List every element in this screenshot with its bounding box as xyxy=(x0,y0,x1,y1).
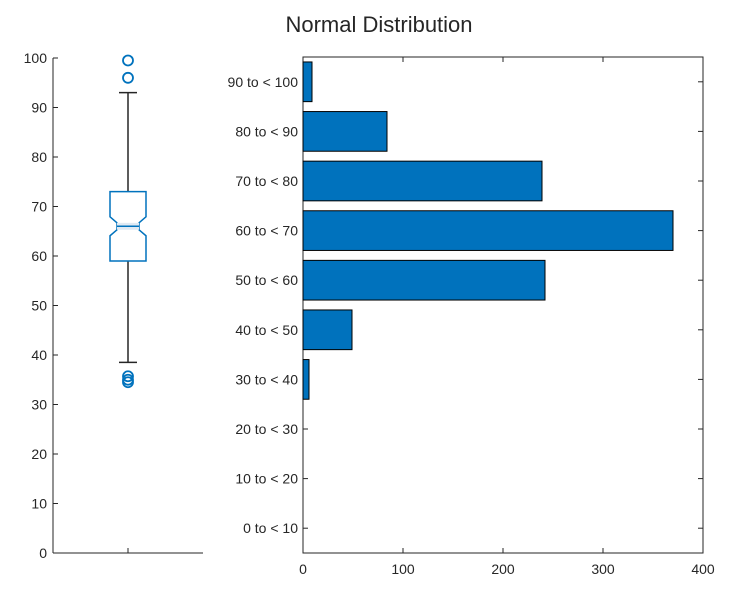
bar-category-label: 0 to < 10 xyxy=(243,520,298,536)
box-y-tick-label: 80 xyxy=(31,149,47,165)
box-y-tick-label: 70 xyxy=(31,199,47,215)
bar-x-tick-label: 0 xyxy=(299,561,307,577)
box-y-tick-label: 50 xyxy=(31,298,47,314)
bar-category-label: 30 to < 40 xyxy=(235,371,298,387)
bar-category-label: 40 to < 50 xyxy=(235,322,298,338)
bar-category-label: 10 to < 20 xyxy=(235,471,298,487)
bar-category-label: 60 to < 70 xyxy=(235,223,298,239)
bar xyxy=(302,111,388,152)
bar xyxy=(302,210,674,251)
box-y-tick-label: 90 xyxy=(31,100,47,116)
bar xyxy=(302,160,543,202)
bar-category-label: 90 to < 100 xyxy=(228,74,299,90)
bar-x-tick-label: 400 xyxy=(691,561,715,577)
bar-category-label: 70 to < 80 xyxy=(235,173,298,189)
outlier-point xyxy=(122,54,134,67)
box-y-tick-label: 10 xyxy=(31,496,47,512)
bar-x-tick-label: 200 xyxy=(491,561,515,577)
bar-x-tick-label: 100 xyxy=(391,561,415,577)
chart-title: Normal Distribution xyxy=(285,12,472,37)
box-y-tick-label: 30 xyxy=(31,397,47,413)
outlier-point xyxy=(122,376,134,389)
box-plot-panel: 0 10 20 30 40 50 60 70 80 90 100 xyxy=(24,50,203,561)
bar xyxy=(302,309,353,351)
box-y-tick-label: 40 xyxy=(31,347,47,363)
bar xyxy=(302,61,313,103)
bar-category-label: 50 to < 60 xyxy=(235,272,298,288)
bar-category-label: 80 to < 90 xyxy=(235,123,298,139)
bar xyxy=(302,259,546,301)
box-y-tick-label: 60 xyxy=(31,248,47,264)
bar-category-label: 20 to < 30 xyxy=(235,421,298,437)
box-y-tick-label: 100 xyxy=(24,50,48,66)
box-y-tick-label: 0 xyxy=(39,545,47,561)
bar-x-tick-label: 300 xyxy=(591,561,615,577)
box-y-tick-label: 20 xyxy=(31,446,47,462)
outlier-point xyxy=(122,370,134,383)
bar-chart-panel: 0 100 200 300 400 0 to < 10 10 to < 20 20 to < … xyxy=(228,56,715,577)
outlier-point xyxy=(122,71,134,84)
bar xyxy=(302,359,310,400)
